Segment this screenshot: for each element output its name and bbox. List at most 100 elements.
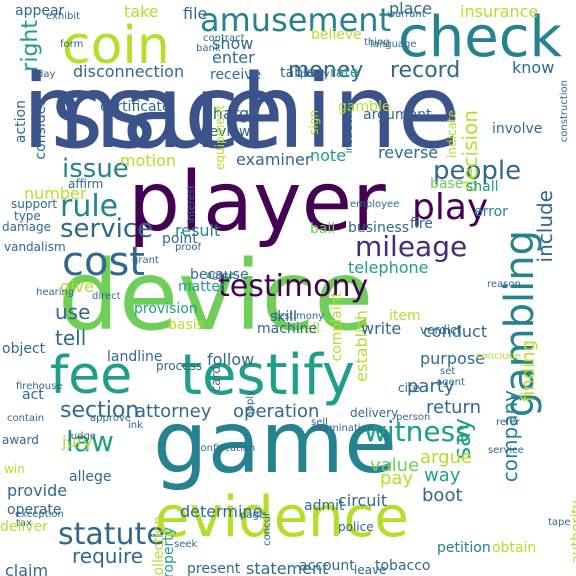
cloud-word: delivery xyxy=(350,406,399,420)
cloud-word: device xyxy=(58,240,374,352)
cloud-word: confiscation xyxy=(195,443,256,454)
cloud-word: value xyxy=(370,455,420,476)
cloud-word: issue xyxy=(22,53,285,172)
cloud-word: property xyxy=(161,527,177,576)
cloud-word: thing xyxy=(364,37,390,48)
cloud-word: basis xyxy=(168,317,204,333)
cloud-word: contain xyxy=(7,413,45,424)
cloud-word: testimony xyxy=(274,311,325,322)
cloud-word: take xyxy=(124,2,159,21)
cloud-word: sell xyxy=(311,417,328,428)
cloud-word: indicate xyxy=(445,110,459,158)
cloud-word: coin xyxy=(62,16,170,76)
cloud-word: tobacco xyxy=(375,558,431,574)
cloud-word: examination xyxy=(311,423,374,434)
cloud-word: operation xyxy=(233,401,320,422)
cloud-word: testimony xyxy=(218,269,369,304)
cloud-word: believe xyxy=(311,27,362,43)
cloud-word: approve xyxy=(90,413,131,424)
cloud-word: follow xyxy=(207,350,255,369)
cloud-word: determine xyxy=(180,502,263,521)
cloud-word: player xyxy=(128,155,386,250)
cloud-word: base xyxy=(430,176,464,192)
cloud-word: review xyxy=(204,124,251,140)
cloud-word: motion xyxy=(120,151,177,170)
cloud-word: set xyxy=(440,366,456,377)
cloud-word: number xyxy=(24,184,87,203)
cloud-word: act xyxy=(22,387,44,403)
cloud-word: vandalism xyxy=(4,240,66,254)
cloud-word: present xyxy=(187,561,241,576)
cloud-word: agent xyxy=(436,377,465,388)
cloud-word: statement xyxy=(246,559,329,576)
cloud-word: record xyxy=(390,58,461,83)
cloud-word: proof xyxy=(175,242,201,253)
cloud-word: because xyxy=(190,267,249,283)
cloud-word: admit xyxy=(304,498,345,514)
cloud-word: fee xyxy=(50,346,133,406)
cloud-word: fire xyxy=(410,216,433,232)
cloud-word: agree xyxy=(206,270,235,281)
cloud-word: boot xyxy=(422,485,463,506)
cloud-word: matter xyxy=(178,279,226,295)
cloud-word: person xyxy=(396,412,431,423)
cloud-word: warrant xyxy=(387,9,426,20)
cloud-word: service xyxy=(60,214,154,244)
cloud-word: tape xyxy=(548,517,571,528)
cloud-word: win xyxy=(4,462,25,476)
cloud-word: contract xyxy=(203,33,245,44)
cloud-word: rule xyxy=(60,189,119,224)
cloud-word: exhibit xyxy=(46,11,81,22)
cloud-word: argument xyxy=(363,107,432,123)
cloud-word: witness xyxy=(364,415,470,448)
cloud-word: charge xyxy=(204,104,260,123)
cloud-word: call xyxy=(296,321,321,337)
cloud-word: conclude xyxy=(476,351,522,362)
cloud-word: enter xyxy=(212,48,255,67)
cloud-word: type xyxy=(14,209,41,223)
cloud-word: bank xyxy=(196,43,221,54)
cloud-word: ink xyxy=(128,420,143,431)
cloud-word: result xyxy=(175,221,221,240)
cloud-word: table xyxy=(280,65,316,81)
cloud-word: tax xyxy=(16,518,32,529)
cloud-word: seek xyxy=(174,539,198,550)
cloud-word: game xyxy=(153,393,397,493)
cloud-word: firehouse xyxy=(16,381,63,392)
cloud-word: circuit xyxy=(338,491,388,510)
cloud-word: direct xyxy=(92,291,121,302)
cloud-word: hearing xyxy=(36,287,75,298)
cloud-word: policy xyxy=(300,69,330,80)
cloud-word: write xyxy=(361,319,402,338)
cloud-word: grant xyxy=(132,255,159,266)
cloud-word: mileage xyxy=(355,230,468,263)
cloud-word: play xyxy=(412,187,489,228)
cloud-word: certificate xyxy=(100,99,171,115)
cloud-word: affirm xyxy=(68,177,104,191)
cloud-word: examiner xyxy=(236,150,312,169)
cloud-word: point xyxy=(162,231,198,247)
cloud-word: section xyxy=(60,398,140,423)
cloud-word: day xyxy=(37,69,56,80)
cloud-word: reverse xyxy=(378,143,439,162)
cloud-word: ball xyxy=(310,221,336,237)
cloud-word: language xyxy=(370,39,417,50)
cloud-word: petition xyxy=(437,540,491,556)
cloud-word: service xyxy=(488,445,524,456)
cloud-word: give xyxy=(60,277,94,296)
cloud-word: award xyxy=(2,433,39,447)
cloud-word: receive xyxy=(210,67,262,83)
cloud-word: return xyxy=(426,397,482,418)
cloud-word: cite xyxy=(398,381,421,395)
cloud-word: note xyxy=(310,146,347,165)
cloud-word: deliver xyxy=(0,519,48,535)
cloud-word: verdict xyxy=(420,323,462,337)
cloud-word: shall xyxy=(466,179,499,195)
cloud-word: reason xyxy=(487,279,521,290)
cloud-word: damage xyxy=(2,220,52,234)
cloud-word: provide xyxy=(7,481,68,500)
cloud-word: process xyxy=(156,359,203,373)
cloud-word: telephone xyxy=(348,258,429,277)
cloud-word: provision xyxy=(134,301,198,317)
